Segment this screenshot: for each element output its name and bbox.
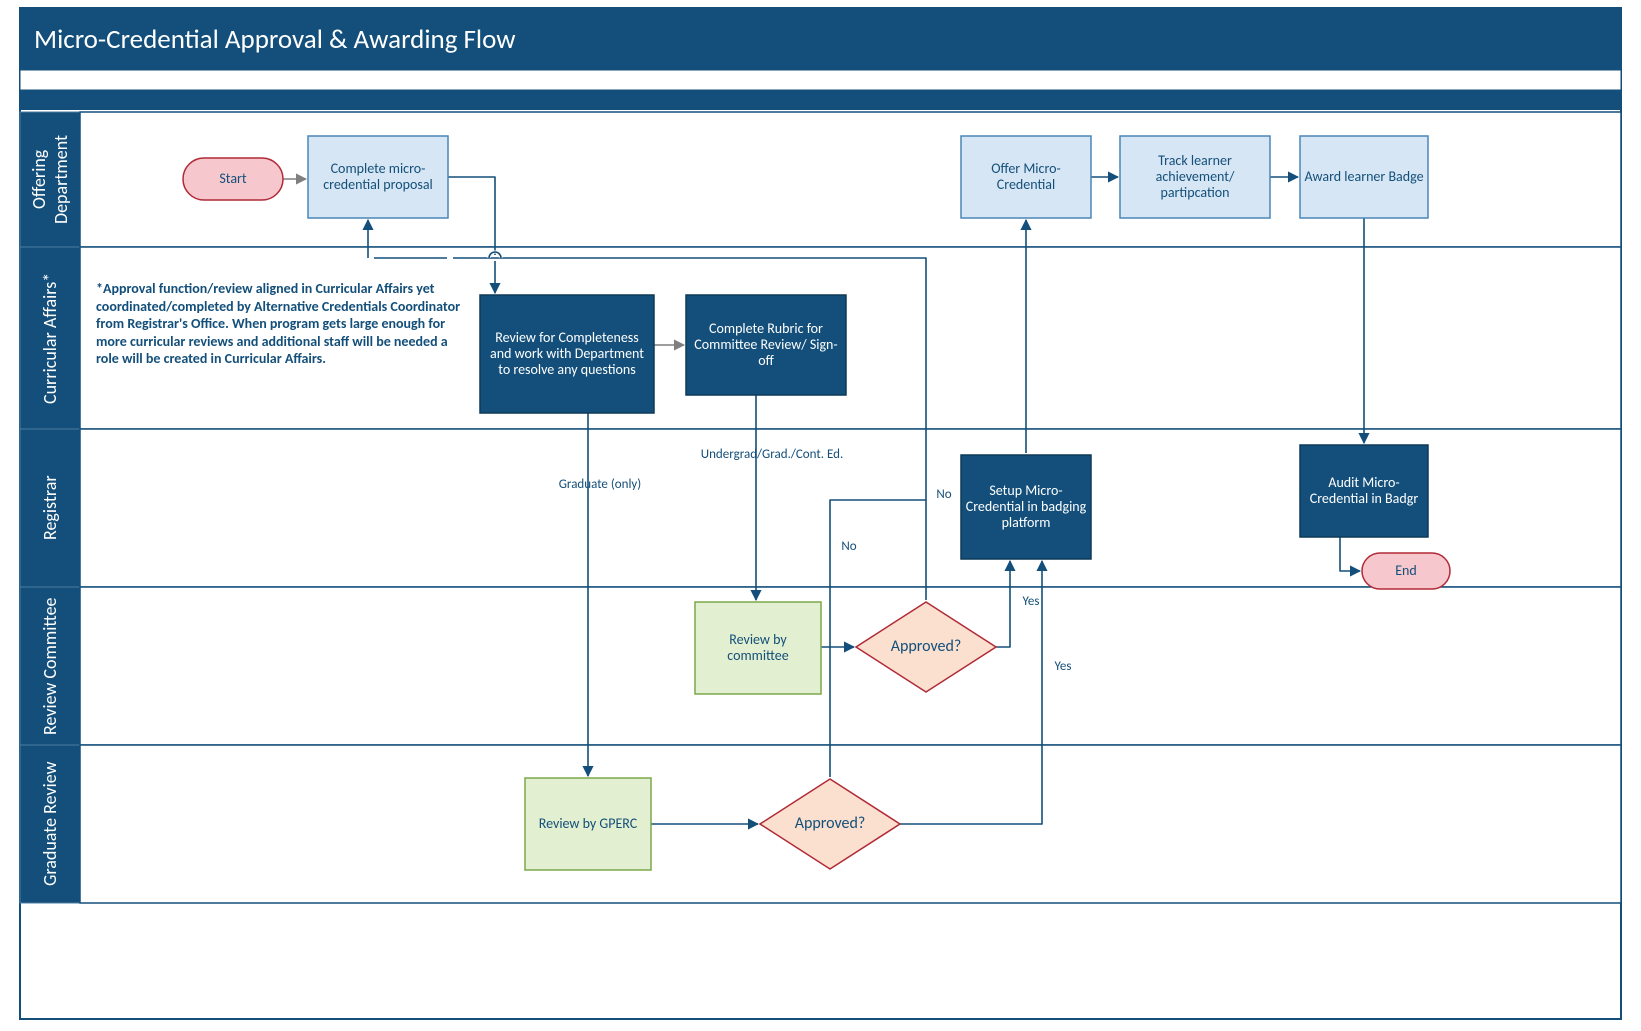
diagram-title: Micro-Credential Approval & Awarding Flo…	[34, 8, 1615, 70]
lane-label-offering: Offering Department	[20, 112, 80, 247]
node-audit: Audit Micro-Credential in Badgr	[1300, 445, 1428, 537]
node-review_committee: Review by committee	[695, 602, 821, 694]
lane-label-committee: Review Committee	[20, 587, 80, 745]
node-offer_mc: Offer Micro-Credential	[961, 136, 1091, 218]
node-track: Track learner achievement/ partipcation	[1120, 136, 1270, 218]
flowchart-diagram: Micro-Credential Approval & Awarding Flo…	[0, 0, 1641, 1031]
node-approved1: Approved?	[856, 602, 996, 692]
lane-label-gradrev: Graduate Review	[20, 745, 80, 903]
edge-label-5: Yes	[1048, 660, 1078, 674]
lane-label-registrar: Registrar	[20, 429, 80, 587]
node-award: Award learner Badge	[1300, 136, 1428, 218]
node-setup: Setup Micro-Credential in badging platfo…	[961, 455, 1091, 559]
edge-label-0: Undergrad/Grad./Cont. Ed.	[672, 448, 872, 462]
edge-label-1: Graduate (only)	[540, 478, 660, 492]
node-complete_proposal: Complete micro-credential proposal	[308, 136, 448, 218]
edge-label-2: No	[929, 488, 959, 502]
node-rubric: Complete Rubric for Committee Review/ Si…	[686, 295, 846, 395]
edge-label-3: No	[834, 540, 864, 554]
lane-label-affairs: Curricular Affairs*	[20, 247, 80, 429]
node-start: Start	[183, 158, 283, 200]
node-review_gperc: Review by GPERC	[525, 778, 651, 870]
node-approved2: Approved?	[760, 779, 900, 869]
node-end: End	[1362, 553, 1450, 589]
node-review_completeness: Review for Completeness and work with De…	[480, 295, 654, 413]
note-curricular-affairs: *Approval function/review aligned in Cur…	[96, 280, 461, 400]
edge-label-4: Yes	[1016, 595, 1046, 609]
